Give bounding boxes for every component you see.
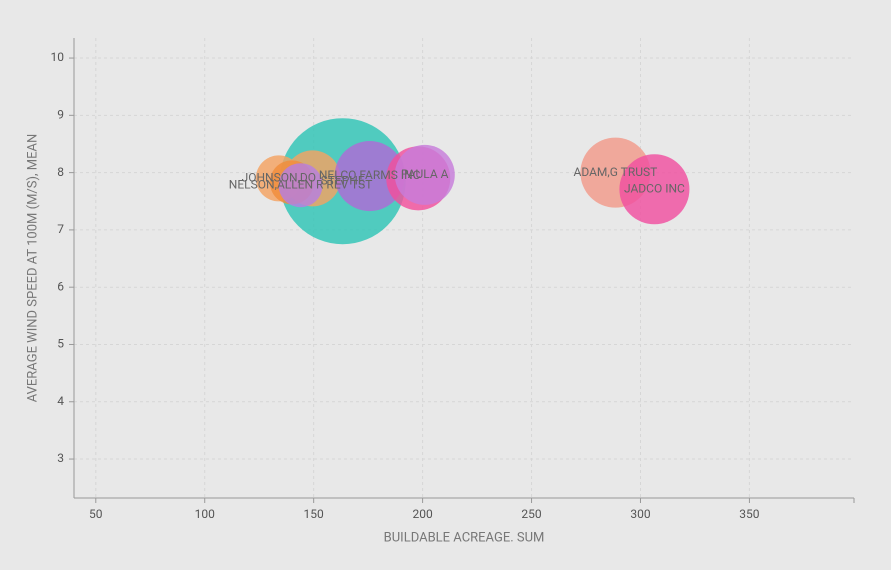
bubble: [619, 154, 690, 225]
y-tick-label: 6: [57, 279, 64, 293]
x-tick-label: 250: [521, 507, 541, 521]
bubble-label: JADCO INC: [624, 181, 685, 195]
x-tick-label: 150: [304, 507, 324, 521]
x-tick-label: 200: [412, 507, 432, 521]
y-tick-label: 10: [51, 50, 65, 64]
bubble-label: NELSON,ALLEN R REV TST: [229, 177, 373, 191]
x-tick-label: 50: [89, 507, 103, 521]
x-tick-label: 350: [739, 507, 759, 521]
y-tick-label: 5: [57, 337, 64, 351]
bubble: [394, 144, 455, 205]
x-axis-title: BUILDABLE ACREAGE. SUM: [384, 530, 545, 545]
y-tick-label: 8: [57, 165, 64, 179]
y-tick-label: 4: [57, 394, 64, 408]
bubble-label: JOHNSON,DO: [242, 171, 316, 185]
y-tick-label: 7: [57, 222, 64, 236]
y-axis-title: AVERAGE WIND SPEED AT 100M (M/S), MEAN: [25, 134, 40, 403]
bubble: [334, 141, 405, 212]
bubble-label: STEPHE: [321, 173, 365, 187]
bubble-label: ADAM,G TRUST: [574, 165, 658, 179]
y-tick-label: 9: [57, 108, 64, 122]
bubble-label: NELCO FARMS INC: [319, 168, 421, 182]
bubble: [278, 163, 323, 208]
x-tick-label: 100: [195, 507, 215, 521]
y-tick-label: 3: [57, 451, 64, 465]
bubble-label: PAULA A: [401, 167, 449, 181]
x-tick-label: 300: [630, 507, 650, 521]
